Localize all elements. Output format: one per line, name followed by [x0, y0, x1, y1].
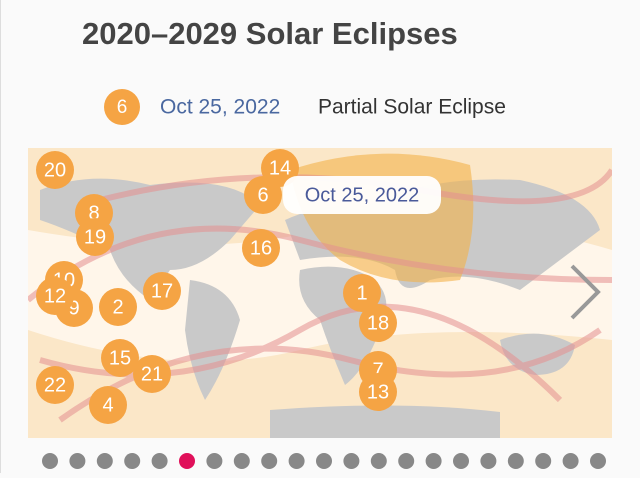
marker-number: 15 — [109, 347, 131, 369]
eclipse-marker[interactable]: 17 — [143, 272, 181, 310]
page-dot[interactable] — [261, 453, 278, 469]
marker-circle — [244, 176, 282, 214]
marker-number: 8 — [88, 202, 99, 224]
eclipse-marker[interactable]: 2 — [99, 288, 137, 326]
eclipse-marker[interactable]: 20 — [36, 151, 74, 189]
page-dot[interactable] — [343, 453, 360, 469]
marker-circle — [101, 339, 139, 377]
marker-number: 18 — [367, 312, 389, 334]
page-dot[interactable] — [425, 453, 442, 469]
page-dot[interactable] — [535, 453, 552, 469]
marker-circle — [261, 149, 299, 187]
eclipse-marker[interactable]: 21 — [133, 355, 171, 393]
map — [28, 148, 612, 438]
marker-number: 19 — [84, 226, 106, 248]
next-arrow[interactable] — [570, 264, 601, 320]
page-dot[interactable] — [288, 453, 305, 469]
page-dot[interactable] — [69, 453, 86, 469]
eclipse-marker[interactable]: 4 — [89, 386, 127, 424]
marker-number: 13 — [367, 381, 389, 403]
page-dot[interactable] — [398, 453, 415, 469]
marker-number: 22 — [44, 374, 66, 396]
marker-number: 6 — [257, 184, 268, 206]
markers: 2014681916109122171181521224713 — [36, 149, 397, 424]
page-dot[interactable] — [316, 453, 332, 469]
page-dot[interactable] — [42, 453, 58, 469]
marker-circle — [343, 274, 381, 312]
marker-number: 7 — [372, 359, 383, 381]
title: 2020–2029 Solar Eclipses — [82, 16, 458, 51]
marker-circle — [143, 272, 181, 310]
page-dot[interactable] — [507, 453, 524, 469]
selected-kind: Partial Solar Eclipse — [318, 96, 506, 119]
marker-number: 21 — [141, 363, 163, 385]
tooltip-date: Oct 25, 2022 — [305, 184, 420, 206]
page-dot[interactable] — [206, 453, 223, 469]
eclipse-marker[interactable]: 15 — [101, 339, 139, 377]
marker-number: 17 — [151, 280, 173, 302]
marker-number: 1 — [356, 282, 367, 304]
selected-badge — [104, 89, 140, 125]
page-dot[interactable] — [370, 453, 387, 469]
page-dot[interactable] — [96, 453, 113, 469]
page-dot[interactable] — [179, 453, 195, 469]
marker-circle — [133, 355, 171, 393]
marker-number: 4 — [102, 394, 113, 416]
eclipse-marker[interactable]: 18 — [359, 304, 397, 342]
marker-circle — [359, 304, 397, 342]
page-dot[interactable] — [562, 453, 579, 469]
marker-number: 16 — [250, 237, 272, 259]
eclipse-marker[interactable]: 13 — [359, 373, 397, 411]
eclipse-marker[interactable]: 14 — [261, 149, 299, 187]
selected-date[interactable]: Oct 25, 2022 — [160, 96, 280, 119]
page-dot[interactable] — [480, 453, 497, 469]
marker-number: 20 — [44, 159, 66, 181]
marker-circle — [89, 386, 127, 424]
page-dot[interactable] — [233, 453, 250, 469]
marker-circle — [242, 229, 280, 267]
marker-circle — [359, 373, 397, 411]
eclipse-marker[interactable]: 1 — [343, 274, 381, 312]
marker-circle — [99, 288, 137, 326]
marker-circle — [76, 218, 114, 256]
eclipse-marker[interactable]: 12 — [36, 277, 74, 315]
eclipse-marker[interactable]: 6 — [244, 176, 282, 214]
marker-number: 9 — [68, 297, 79, 319]
selected-number: 6 — [117, 97, 128, 118]
marker-circle — [36, 366, 74, 404]
marker-number: 12 — [44, 285, 66, 307]
marker-number: 14 — [269, 157, 291, 179]
page-dot[interactable] — [151, 453, 168, 469]
page-dot[interactable] — [590, 453, 606, 469]
page-dot[interactable] — [124, 453, 141, 469]
marker-number: 2 — [112, 296, 123, 318]
eclipse-marker[interactable]: 22 — [36, 366, 74, 404]
eclipse-marker[interactable]: 19 — [76, 218, 114, 256]
marker-circle — [36, 151, 74, 189]
eclipse-marker[interactable]: 16 — [242, 229, 280, 267]
page-dot[interactable] — [453, 453, 469, 469]
tooltip: Oct 25, 2022 — [283, 176, 441, 214]
marker-circle — [36, 277, 74, 315]
pagination — [42, 453, 606, 469]
